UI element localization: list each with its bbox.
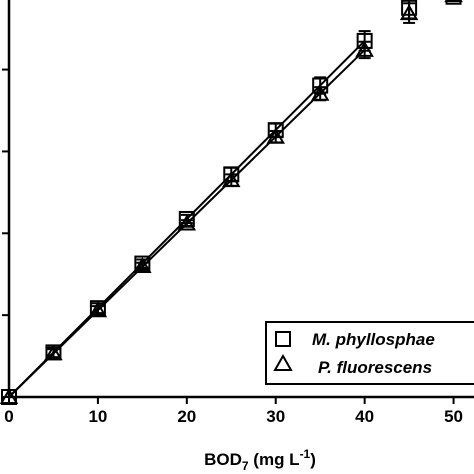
triangle-point-6 [266,127,285,144]
data-points [0,0,463,405]
legend-label-m-phyllosphae: M. phyllosphae [312,330,435,349]
triangle-point-2 [88,301,108,318]
triangle-point-10 [444,0,463,3]
legend-box [265,321,474,385]
x-tick-labels: 0 10 20 30 40 50 [4,407,463,426]
triangle-point-5 [222,171,241,188]
x-tick-label-10: 10 [88,407,107,426]
triangle-point-3 [133,257,152,274]
x-tick-label-30: 30 [266,407,285,426]
triangle-point-9 [399,4,419,21]
x-tick-label-0: 0 [4,407,13,426]
triangle-point-7 [310,84,330,101]
legend-label-p-fluorescens: P. fluorescens [318,358,432,377]
triangle-point-1 [44,344,63,361]
triangle-point-4 [177,214,197,231]
x-tick-label-40: 40 [355,407,374,426]
x-tick-label-20: 20 [177,407,196,426]
square-point-3 [134,255,151,272]
triangle-point-8 [355,40,374,57]
legend-triangle-marker [273,353,293,371]
x-tick-label-50: 50 [444,407,463,426]
x-axis-title: BOD7 (mg L-1) [204,447,316,473]
square-point-10 [445,0,462,5]
triangle-point-0 [0,387,19,404]
axes [2,0,474,404]
legend: M. phyllosphae P. fluorescens [265,321,474,385]
legend-square-marker [275,331,291,347]
